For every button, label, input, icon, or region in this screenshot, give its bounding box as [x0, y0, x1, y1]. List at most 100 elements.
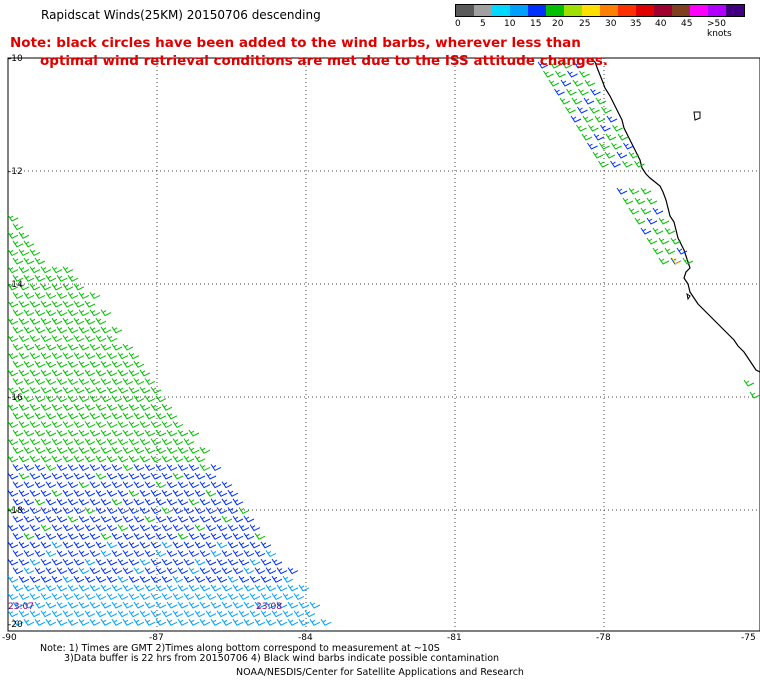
wind-barb	[78, 584, 90, 592]
wind-barb	[144, 515, 156, 523]
wind-barb	[95, 421, 107, 429]
legend-swatch	[600, 5, 618, 16]
wind-barb	[56, 618, 68, 626]
wind-barb	[133, 550, 145, 558]
wind-barb	[67, 464, 79, 472]
wind-barb	[743, 379, 755, 387]
wind-barb	[111, 429, 123, 437]
wind-barb	[106, 335, 118, 343]
lon-label-84: -84	[298, 633, 313, 643]
wind-barb	[89, 464, 101, 472]
wind-barb	[45, 532, 57, 540]
wind-barb	[582, 115, 594, 123]
wind-barb	[227, 507, 239, 515]
wind-barb	[188, 618, 200, 626]
wind-barb	[84, 386, 96, 394]
wind-barb	[194, 507, 206, 515]
wind-barb	[7, 524, 19, 532]
wind-barb	[56, 360, 68, 368]
wind-barb	[84, 300, 96, 308]
wind-barb	[29, 421, 41, 429]
wind-barb	[287, 567, 299, 575]
wind-barb	[537, 61, 549, 69]
wind-barb	[111, 360, 123, 368]
wind-barb	[62, 369, 74, 377]
wind-barb	[150, 403, 162, 411]
wind-barb	[144, 567, 156, 575]
wind-barb	[122, 498, 134, 506]
wind-barb	[144, 464, 156, 472]
wind-barb	[67, 481, 79, 489]
wind-barb	[84, 558, 96, 566]
wind-barb	[29, 489, 41, 497]
wind-barb	[89, 515, 101, 523]
wind-barb	[78, 360, 90, 368]
lat-label-14: -14	[8, 280, 23, 290]
wind-barb	[117, 558, 129, 566]
wind-barb	[23, 240, 35, 248]
wind-barb	[117, 593, 129, 601]
wind-barb	[238, 541, 250, 549]
wind-barb	[117, 352, 129, 360]
wind-barb	[111, 515, 123, 523]
wind-barb	[73, 507, 85, 515]
wind-barb	[100, 532, 112, 540]
wind-barb	[12, 498, 24, 506]
wind-barb	[73, 455, 85, 463]
coastline	[589, 57, 760, 373]
wind-barb	[40, 283, 52, 291]
wind-barb	[144, 481, 156, 489]
wind-barb	[166, 412, 178, 420]
wind-barb	[95, 369, 107, 377]
wind-barb	[7, 283, 19, 291]
footer-note-1: Note: 1) Times are GMT 2)Times along bot…	[40, 643, 440, 654]
wind-barb	[128, 421, 140, 429]
wind-barb	[166, 550, 178, 558]
legend-label: >50 knots	[707, 19, 732, 39]
wind-barb	[100, 584, 112, 592]
wind-barb	[51, 524, 63, 532]
wind-barb	[100, 378, 112, 386]
wind-barb	[100, 309, 112, 317]
wind-barb	[155, 601, 167, 609]
wind-barb	[106, 558, 118, 566]
wind-barb	[671, 257, 683, 265]
wind-barb	[67, 498, 79, 506]
wind-barb	[133, 395, 145, 403]
wind-barb	[260, 610, 272, 618]
wind-barb	[40, 610, 52, 618]
wind-barb	[177, 446, 189, 454]
wind-barb	[7, 472, 19, 480]
wind-barb	[139, 421, 151, 429]
legend-label: 25	[579, 19, 591, 29]
wind-barb	[34, 481, 46, 489]
wind-barb	[89, 584, 101, 592]
wind-barb	[243, 550, 255, 558]
wind-barb	[29, 369, 41, 377]
wind-barb	[18, 300, 30, 308]
wind-barb	[265, 567, 277, 575]
wind-barb	[18, 575, 30, 583]
wind-barb	[23, 515, 35, 523]
legend-swatch	[492, 5, 510, 16]
wind-barb	[117, 421, 129, 429]
wind-barb	[18, 266, 30, 274]
wind-barb	[89, 567, 101, 575]
wind-barb	[12, 292, 24, 300]
footer-credit: NOAA/NESDIS/Center for Satellite Applica…	[236, 667, 524, 678]
wind-barb	[29, 317, 41, 325]
wind-barb	[634, 217, 646, 225]
wind-barb	[205, 541, 217, 549]
wind-barb	[106, 352, 118, 360]
wind-barb	[188, 498, 200, 506]
wind-barb	[133, 567, 145, 575]
wind-barb	[106, 593, 118, 601]
wind-barb	[584, 79, 596, 87]
lat-label-20: -20	[8, 620, 23, 630]
wind-barb	[161, 507, 173, 515]
wind-barb	[172, 541, 184, 549]
wind-barb	[559, 97, 571, 105]
wind-barb	[78, 532, 90, 540]
wind-barb	[34, 343, 46, 351]
wind-barb	[40, 403, 52, 411]
